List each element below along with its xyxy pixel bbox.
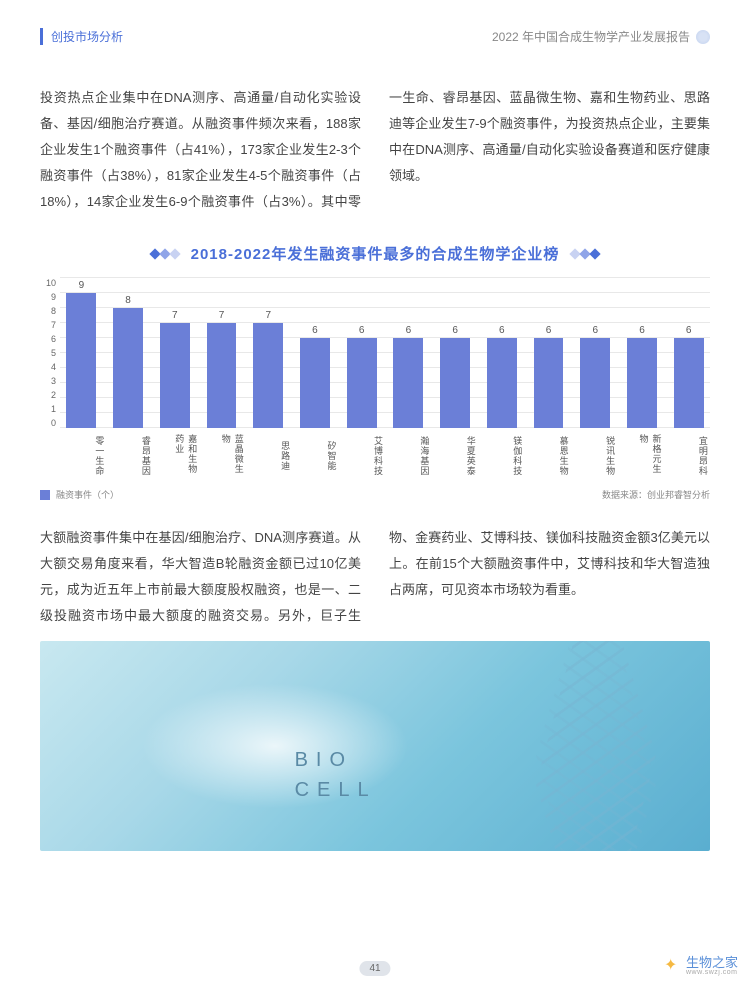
chart-legend: 融资事件（个） 数据来源：创业邦睿智分析 xyxy=(0,478,750,501)
x-label: 宜明昂科 xyxy=(663,430,709,478)
bar: 6 xyxy=(294,338,337,428)
diamond-right-icon xyxy=(571,250,599,258)
report-title: 2022 年中国合成生物学产业发展报告 xyxy=(492,28,710,45)
bar: 6 xyxy=(574,338,617,428)
bar: 6 xyxy=(621,338,664,428)
bio-hero-image: BIO CELL xyxy=(40,641,710,851)
x-label: 新格元生物 xyxy=(617,430,663,478)
page-header: 创投市场分析 2022 年中国合成生物学产业发展报告 xyxy=(0,0,750,55)
page-number: 41 xyxy=(359,961,390,976)
diamond-left-icon xyxy=(151,250,179,258)
paragraph-1: 投资热点企业集中在DNA测序、高通量/自动化实验设备、基因/细胞治疗赛道。从融资… xyxy=(0,55,750,235)
bio-text: BIO CELL xyxy=(295,745,377,805)
x-label: 嘉和生物药业 xyxy=(153,430,199,478)
x-label: 矽智能 xyxy=(292,430,338,478)
watermark: 生物之家 www.swzj.com xyxy=(664,952,738,976)
bar: 6 xyxy=(667,338,710,428)
bar: 9 xyxy=(60,293,103,428)
bar: 6 xyxy=(480,338,523,428)
x-label: 华夏英泰 xyxy=(431,430,477,478)
bar-chart: 012345678910 98777666666666 零一生命睿昂基因嘉和生物… xyxy=(60,278,710,478)
section-title: 创投市场分析 xyxy=(40,28,123,45)
x-label: 锐讯生物 xyxy=(571,430,617,478)
x-label: 慕恩生物 xyxy=(524,430,570,478)
bar: 6 xyxy=(434,338,477,428)
bulb-icon xyxy=(696,30,710,44)
bar: 7 xyxy=(247,323,290,428)
x-axis-labels: 零一生命睿昂基因嘉和生物药业蓝晶微生物思路迪矽智能艾博科技瀚海基因华夏英泰镁伽科… xyxy=(60,430,710,478)
bar-chart-section: 2018-2022年发生融资事件最多的合成生物学企业榜 012345678910… xyxy=(0,243,750,478)
x-label: 睿昂基因 xyxy=(106,430,152,478)
x-label: 镁伽科技 xyxy=(478,430,524,478)
dna-helix-icon xyxy=(536,641,656,851)
bar: 6 xyxy=(527,338,570,428)
x-label: 思路迪 xyxy=(246,430,292,478)
chart-title-row: 2018-2022年发生融资事件最多的合成生物学企业榜 xyxy=(40,243,710,264)
x-label: 蓝晶微生物 xyxy=(199,430,245,478)
x-label: 零一生命 xyxy=(60,430,106,478)
data-source: 数据来源：创业邦睿智分析 xyxy=(602,488,710,501)
x-label: 瀚海基因 xyxy=(385,430,431,478)
bar: 6 xyxy=(387,338,430,428)
bar: 8 xyxy=(107,308,150,428)
bars: 98777666666666 xyxy=(60,278,710,428)
legend-swatch xyxy=(40,490,50,500)
legend-label: 融资事件（个） xyxy=(56,488,119,501)
paragraph-2: 大额融资事件集中在基因/细胞治疗、DNA测序赛道。从大额交易角度来看，华大智造B… xyxy=(0,501,750,641)
watermark-icon xyxy=(664,955,682,973)
y-axis: 012345678910 xyxy=(40,278,56,428)
x-label: 艾博科技 xyxy=(339,430,385,478)
bar: 7 xyxy=(200,323,243,428)
chart-title: 2018-2022年发生融资事件最多的合成生物学企业榜 xyxy=(191,243,560,264)
bar: 6 xyxy=(340,338,383,428)
bar: 7 xyxy=(153,323,196,428)
